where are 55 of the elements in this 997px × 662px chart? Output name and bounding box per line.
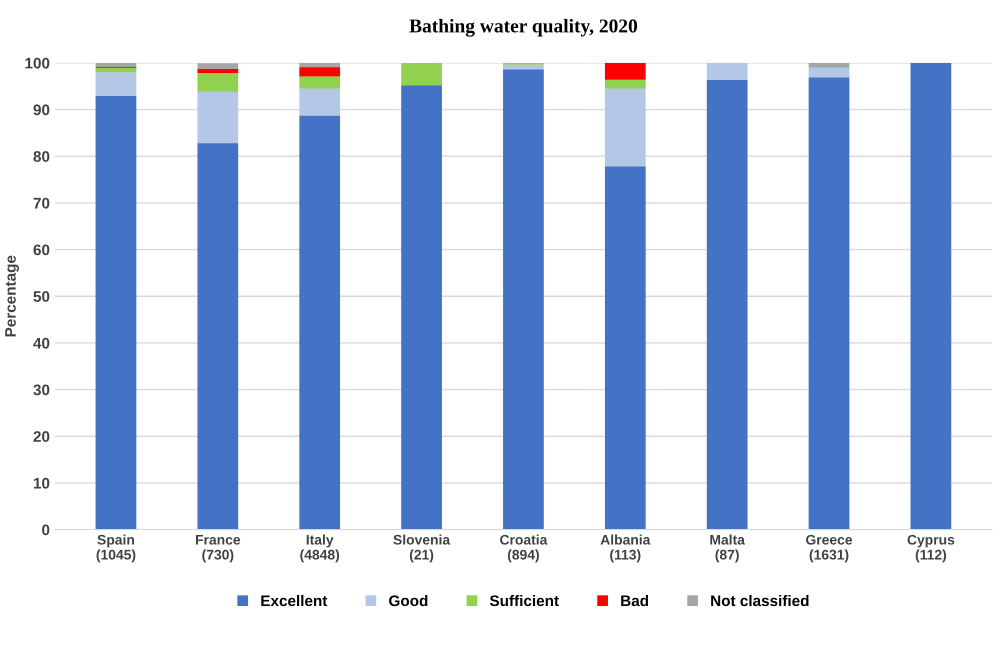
chart-title: Bathing water quality, 2020 [409, 18, 638, 37]
bar [503, 64, 544, 70]
bar [401, 62, 442, 86]
legend-label: Bad [621, 594, 648, 606]
y-axis-title: Percentage [5, 256, 19, 336]
bar [197, 63, 238, 69]
bar [299, 88, 340, 116]
legend-label: Not classified [711, 594, 808, 606]
y-tick-label: 10 [34, 478, 50, 489]
y-tick-label: 80 [33, 151, 50, 162]
x-tick-label: Spain (1045) [96, 534, 136, 562]
y-tick-label: 20 [34, 431, 50, 442]
x-tick-label: Croatia (894) [500, 534, 548, 562]
bar [910, 62, 952, 530]
legend-label: Excellent [261, 594, 328, 606]
bar [96, 68, 136, 72]
y-tick-label: 60 [34, 244, 50, 256]
bar [604, 88, 646, 166]
x-tick-label: France (730) [196, 534, 240, 562]
y-tick-label: 50 [33, 291, 50, 302]
y-tick-label: 30 [33, 384, 50, 396]
y-tick-label: 40 [33, 338, 50, 349]
bar [299, 62, 340, 68]
y-tick-label: 70 [34, 198, 50, 209]
bar [197, 143, 238, 530]
bar [96, 62, 136, 68]
y-tick-label: 0 [42, 524, 50, 536]
y-tick-label: 90 [34, 104, 50, 116]
x-tick-label: Malta (87) [710, 534, 745, 562]
bar [299, 116, 340, 530]
bar [503, 69, 544, 530]
bar [706, 80, 748, 530]
x-tick-label: Cyprus (112) [908, 534, 954, 562]
legend-label: Good [389, 594, 428, 606]
bar [604, 62, 646, 80]
bar [808, 68, 850, 78]
bar [96, 72, 136, 96]
x-tick-label: Greece (1631) [806, 534, 852, 562]
bar [197, 68, 238, 74]
bar [604, 166, 646, 530]
bar [197, 73, 238, 92]
bar [96, 96, 136, 530]
y-tick-label: 100 [25, 58, 50, 69]
legend-label: Sufficient [490, 594, 559, 606]
bar [604, 80, 646, 89]
bar [197, 92, 238, 144]
x-tick-label: Albania (113) [600, 534, 650, 562]
x-tick-label: Italy (4848) [300, 534, 340, 562]
x-tick-label: Slovenia (21) [393, 534, 450, 562]
bar [299, 67, 340, 76]
bar [706, 62, 748, 80]
bar [299, 76, 340, 89]
bar [808, 77, 850, 530]
bar [401, 85, 442, 530]
bar [808, 62, 850, 68]
